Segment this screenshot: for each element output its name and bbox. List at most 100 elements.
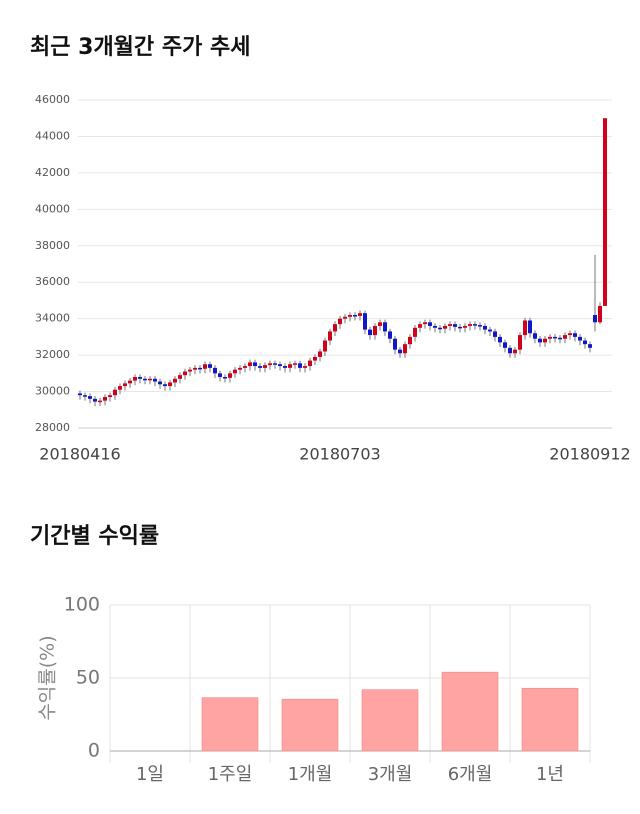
candle-body <box>118 386 122 390</box>
candle-body <box>413 327 417 337</box>
candle-body <box>83 395 87 397</box>
candle-body <box>263 365 267 368</box>
x-tick-label: 1일 <box>136 764 164 785</box>
candle-body <box>138 376 142 379</box>
candle-body <box>158 381 162 385</box>
candle-body <box>328 331 332 341</box>
y-tick-label: 42000 <box>35 166 70 179</box>
bar <box>521 687 579 752</box>
candle-body <box>278 364 282 367</box>
x-tick-label: 20180912 <box>549 445 630 464</box>
candle-body <box>208 364 212 368</box>
candle-body <box>348 315 352 317</box>
y-tick-label: 36000 <box>35 275 70 288</box>
candle-body <box>123 383 127 387</box>
candle-body <box>393 338 397 350</box>
candle-body <box>253 362 257 367</box>
candle-body <box>113 389 117 396</box>
candle-body <box>173 378 177 383</box>
candle-body <box>583 340 587 345</box>
candle-body <box>573 333 577 337</box>
y-tick-label: 50 <box>76 667 100 689</box>
candle-body <box>438 327 442 330</box>
candle-body <box>128 380 132 384</box>
y-tick-label: 38000 <box>35 239 70 252</box>
candle-body <box>98 400 102 403</box>
x-tick-label: 1주일 <box>208 764 253 785</box>
candle-body <box>108 395 112 398</box>
candle-body <box>283 366 287 368</box>
candle-body <box>538 338 542 343</box>
bar <box>281 698 339 752</box>
candle-body <box>588 344 592 348</box>
candle-body <box>308 360 312 367</box>
candle-body <box>153 378 157 382</box>
candle-body <box>508 347 512 354</box>
y-tick-label: 44000 <box>35 129 70 142</box>
y-tick-label: 30000 <box>35 385 70 398</box>
y-tick-label: 34000 <box>35 312 70 325</box>
candle-body <box>443 325 447 329</box>
candle-body <box>93 398 97 402</box>
candle-body <box>353 315 357 317</box>
candle-body <box>453 324 457 327</box>
candle-body <box>343 316 347 319</box>
candle-body <box>403 344 407 354</box>
candle-body <box>488 329 492 332</box>
candle-body <box>493 331 497 337</box>
candle-body <box>368 329 372 336</box>
candle-body <box>358 313 362 316</box>
candle-body <box>533 333 537 339</box>
candle-body <box>418 324 422 328</box>
candle-body <box>193 367 197 370</box>
bar <box>201 697 259 752</box>
candle-body <box>323 340 327 352</box>
candle-body <box>223 376 227 379</box>
candle-body <box>553 336 557 339</box>
candle-body <box>513 349 517 354</box>
candle-body <box>203 364 207 369</box>
candle-body <box>593 315 597 323</box>
candle-body <box>463 325 467 328</box>
bar <box>361 689 419 752</box>
candle-body <box>483 325 487 330</box>
x-tick-label: 6개월 <box>448 764 493 785</box>
candle-body <box>523 320 527 336</box>
y-tick-label: 40000 <box>35 202 70 215</box>
candle-body <box>238 367 242 370</box>
x-tick-label: 3개월 <box>368 764 413 785</box>
candle-body <box>578 336 582 341</box>
candle-body <box>603 118 607 306</box>
candle-body <box>133 376 137 381</box>
candle-body <box>383 322 387 332</box>
candle-body <box>338 318 342 325</box>
candle-body <box>248 362 252 367</box>
candle-body <box>313 356 317 361</box>
candle-body <box>408 336 412 345</box>
candle-body <box>268 363 272 366</box>
candle-body <box>213 367 217 374</box>
y-tick-label: 100 <box>64 594 100 616</box>
candle-body <box>183 371 187 376</box>
candle-body <box>528 320 532 334</box>
y-tick-label: 28000 <box>35 421 70 434</box>
candle-body <box>518 335 522 350</box>
candle-body <box>188 369 192 372</box>
candle-body <box>458 326 462 329</box>
candle-body <box>163 384 167 387</box>
candle-body <box>243 366 247 368</box>
candle-body <box>598 305 602 323</box>
candle-body <box>143 378 147 381</box>
candle-body <box>478 325 482 327</box>
candle-body <box>468 324 472 326</box>
candle-body <box>473 324 477 326</box>
candle-body <box>398 349 402 354</box>
x-tick-label: 20180416 <box>39 445 120 464</box>
candle-body <box>423 322 427 325</box>
x-tick-label: 20180703 <box>299 445 380 464</box>
candle-body <box>78 393 82 396</box>
candle-body <box>88 396 92 399</box>
candle-body <box>543 338 547 343</box>
candle-body <box>503 342 507 348</box>
